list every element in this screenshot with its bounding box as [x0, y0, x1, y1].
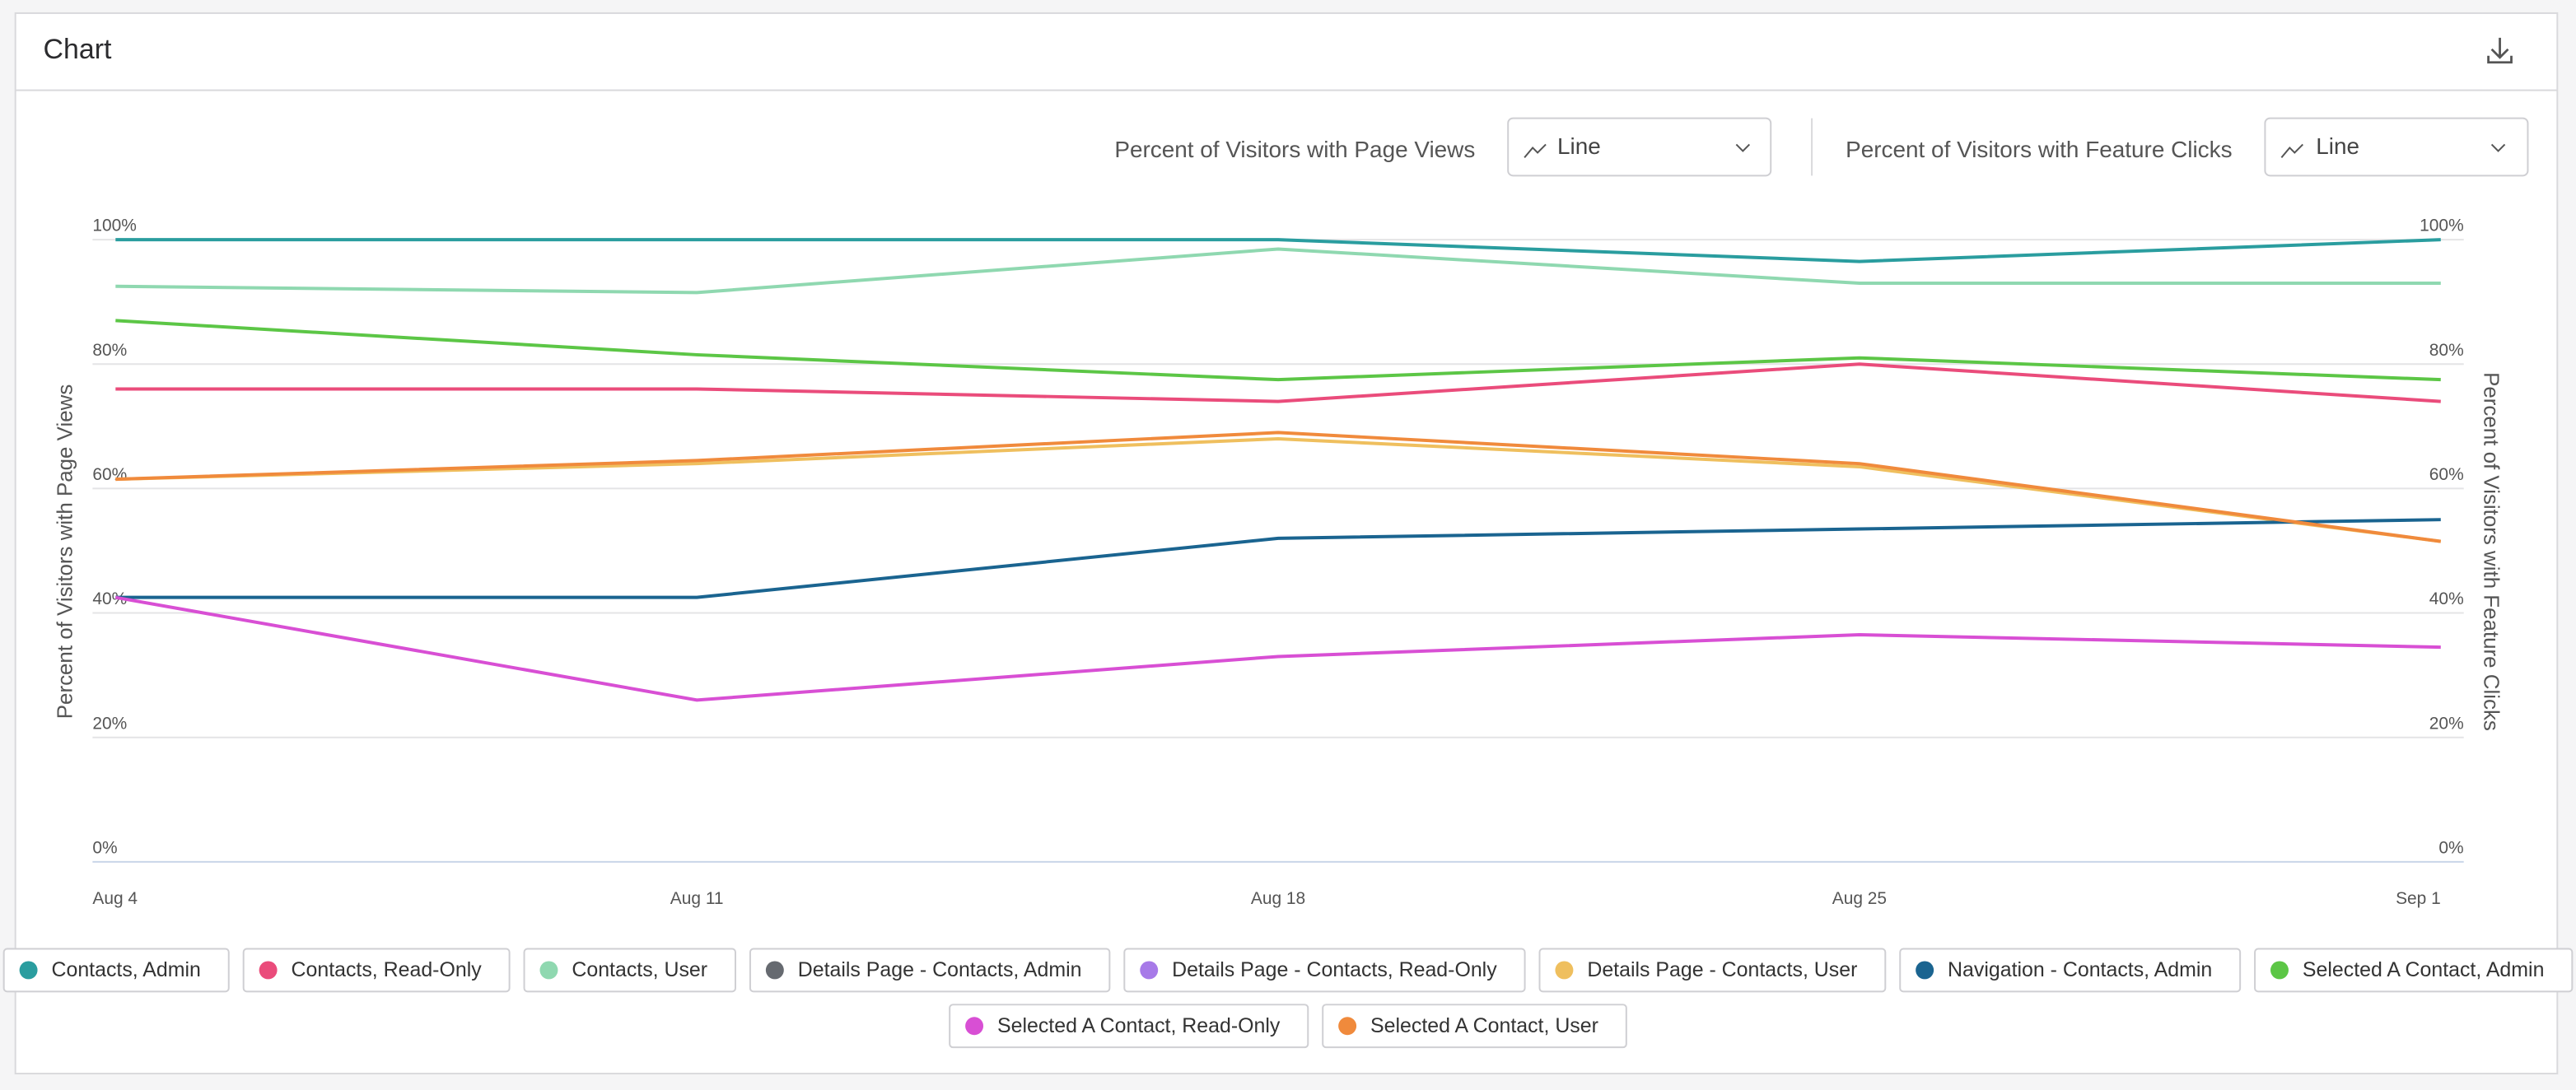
dropdown-value: Line: [1557, 133, 1601, 159]
legend-item[interactable]: Selected A Contact, User: [1322, 1004, 1627, 1049]
legend-label: Selected A Contact, Read-Only: [997, 1014, 1281, 1037]
series-line: [115, 247, 2441, 295]
legend-box: [749, 948, 1111, 993]
chevron: [1735, 143, 1751, 152]
legend-item[interactable]: Contacts, Read-Only: [242, 948, 511, 993]
legend-label: Navigation - Contacts, Admin: [1948, 958, 2212, 981]
y-axis-title: Percent of Visitors with Page Views: [54, 384, 77, 720]
legend-item[interactable]: Details Page - Contacts, Admin: [749, 948, 1111, 993]
legend-box: [1538, 948, 1887, 993]
legend-box: [523, 948, 736, 993]
legend-label: Details Page - Contacts, Admin: [798, 958, 1082, 981]
legend-label: Contacts, Admin: [51, 958, 200, 981]
download-icon[interactable]: [2487, 37, 2513, 64]
legend-label: Contacts, Read-Only: [292, 958, 483, 981]
y2-tick-label: 60%: [2429, 465, 2464, 484]
x-tick-label: Aug 4: [92, 889, 138, 908]
x-tick-label: Aug 18: [1251, 889, 1305, 908]
series-line: [115, 436, 2442, 543]
legend-swatch: [19, 961, 38, 980]
legend-item[interactable]: Details Page - Contacts, User: [1538, 948, 1887, 993]
header-title: Chart: [44, 34, 112, 65]
legend-swatch: [2270, 961, 2289, 980]
series-line: [114, 595, 2441, 702]
legend-box: [242, 948, 511, 993]
legend-item[interactable]: Navigation - Contacts, Admin: [1899, 948, 2242, 993]
legend-label: Details Page - Contacts, Read-Only: [1172, 958, 1497, 981]
series-line: [115, 362, 2441, 403]
dropdown-value: Line: [2316, 133, 2359, 159]
y-tick-label: 40%: [92, 589, 127, 608]
legend-item[interactable]: Contacts, Admin: [2, 948, 230, 993]
legend-box: [2254, 948, 2574, 993]
legend-swatch: [1338, 1017, 1357, 1036]
series-line: [115, 431, 2442, 543]
series-line: [115, 518, 2441, 599]
legend-box: [2, 948, 230, 993]
legend-label: Selected A Contact, Admin: [2303, 958, 2545, 981]
legend-swatch: [539, 961, 558, 980]
x-tick-label: Aug 25: [1832, 889, 1887, 908]
legend-box: [1899, 948, 2242, 993]
y-tick-label: 80%: [92, 341, 127, 360]
legend-swatch: [259, 961, 278, 980]
legend-swatch: [1916, 961, 1934, 980]
y2-tick-label: 40%: [2429, 589, 2464, 608]
y2-tick-label: 80%: [2429, 341, 2464, 360]
y2-tick-label: 0%: [2438, 838, 2463, 857]
control-label: Percent of Visitors with Page Views: [1114, 137, 1475, 162]
legend-label: Contacts, User: [572, 958, 707, 981]
legend-label: Details Page - Contacts, User: [1587, 958, 1857, 981]
legend-box: [1123, 948, 1526, 993]
legend-item[interactable]: Contacts, User: [523, 948, 736, 993]
line-icon: [2280, 143, 2303, 159]
legend-swatch: [965, 1017, 984, 1036]
series-line: [115, 319, 2441, 382]
y-tick-label: 100%: [92, 217, 137, 235]
legend-item[interactable]: Details Page - Contacts, Read-Only: [1123, 948, 1526, 993]
x-tick-label: Sep 1: [2396, 889, 2441, 908]
dropdown[interactable]: [2264, 117, 2529, 177]
chevron: [2490, 143, 2506, 152]
legend-label: Selected A Contact, User: [1370, 1014, 1598, 1037]
legend-swatch: [1555, 961, 1574, 980]
legend-swatch: [765, 961, 784, 980]
y2-tick-label: 100%: [2420, 217, 2464, 235]
legend-item[interactable]: Selected A Contact, Read-Only: [949, 1004, 1309, 1049]
y-tick-label: 20%: [92, 714, 127, 733]
legend-box: [1322, 1004, 1627, 1049]
y2-tick-label: 20%: [2429, 714, 2464, 733]
y-tick-label: 60%: [92, 465, 127, 484]
panel: [14, 12, 2559, 1075]
control-label: Percent of Visitors with Feature Clicks: [1846, 137, 2232, 162]
y-tick-label: 0%: [92, 838, 117, 857]
dropdown[interactable]: [1507, 117, 1772, 177]
series-line: [115, 238, 2441, 263]
legend-item[interactable]: Selected A Contact, Admin: [2254, 948, 2574, 993]
legend-swatch: [1140, 961, 1159, 980]
y2-axis-title: Percent of Visitors with Feature Clicks: [2480, 372, 2503, 731]
legend-box: [949, 1004, 1309, 1049]
line-icon: [1524, 143, 1547, 159]
x-tick-label: Aug 11: [670, 889, 724, 908]
